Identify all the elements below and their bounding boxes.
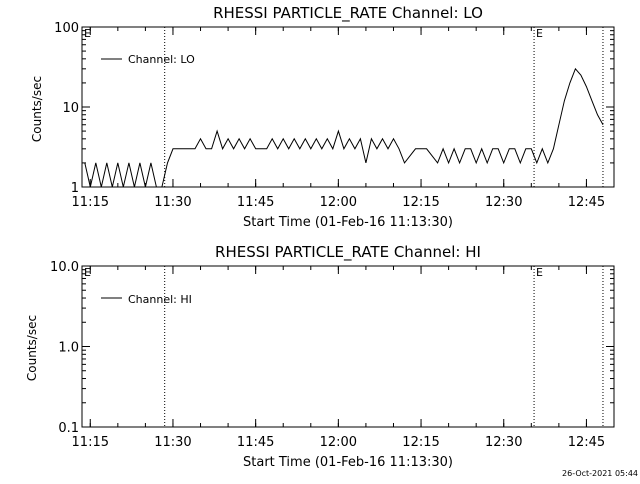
- series-line: [84, 67, 604, 188]
- y-tick-label: 1.0: [58, 341, 79, 356]
- x-axis-label: Start Time (01-Feb-16 11:13:30): [243, 215, 453, 230]
- chart-panel-lo: RHESSI PARTICLE_RATE Channel: LO Start T…: [30, 4, 615, 230]
- x-tick-label: 11:45: [237, 435, 274, 450]
- x-tick-label: 12:30: [485, 435, 522, 450]
- y-tick-label: 0.1: [58, 421, 79, 436]
- x-tick-label: 11:45: [237, 195, 274, 210]
- chart-title: RHESSI PARTICLE_RATE Channel: LO: [213, 4, 483, 23]
- x-tick-label: 11:30: [154, 195, 191, 210]
- y-tick-label: 10.0: [50, 260, 79, 275]
- chart-title: RHESSI PARTICLE_RATE Channel: HI: [215, 243, 481, 262]
- x-tick-label: 12:45: [568, 435, 605, 450]
- x-tick-label: 12:00: [320, 195, 357, 210]
- x-axis-label: Start Time (01-Feb-16 11:13:30): [243, 455, 453, 470]
- legend-entry: Channel: LO: [128, 53, 195, 66]
- x-tick-label: 11:15: [72, 195, 109, 210]
- y-tick-label: 100: [54, 21, 79, 36]
- x-tick-label: 12:45: [568, 195, 605, 210]
- x-tick-label: 12:30: [485, 195, 522, 210]
- event-marker-label: E: [84, 27, 91, 40]
- x-tick-label: 11:30: [154, 435, 191, 450]
- event-marker-label: E: [84, 266, 91, 279]
- y-axis-label: Counts/sec: [25, 315, 39, 381]
- y-tick-label: 10: [62, 101, 79, 116]
- chart-panel-hi: RHESSI PARTICLE_RATE Channel: HI Start T…: [25, 243, 615, 470]
- y-axis-label: Counts/sec: [30, 76, 44, 142]
- x-tick-label: 12:15: [402, 195, 439, 210]
- footer-timestamp: 26-Oct-2021 05:44: [562, 469, 638, 478]
- legend-entry: Channel: HI: [128, 293, 192, 306]
- x-tick-label: 11:15: [72, 435, 109, 450]
- x-tick-label: 12:15: [402, 435, 439, 450]
- y-tick-label: 1: [71, 181, 79, 196]
- x-tick-label: 12:00: [320, 435, 357, 450]
- event-marker-label: E: [536, 266, 543, 279]
- event-marker-label: E: [536, 27, 543, 40]
